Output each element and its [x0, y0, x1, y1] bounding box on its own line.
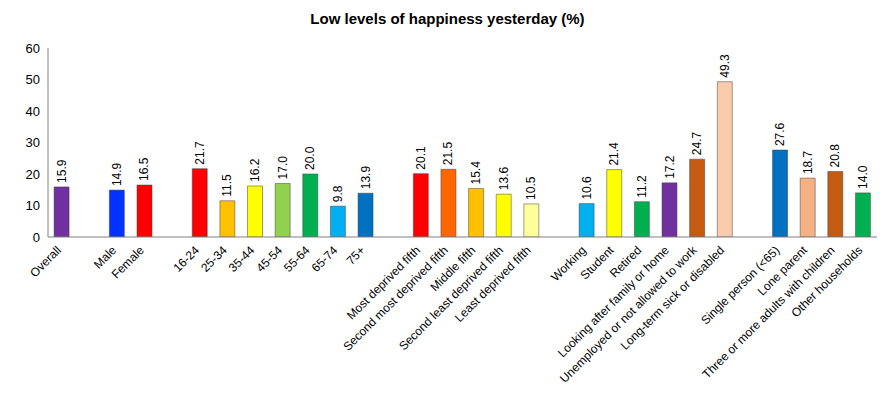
- svg-text:Middle fifth: Middle fifth: [427, 243, 479, 295]
- svg-text:60: 60: [26, 41, 40, 56]
- svg-text:Overall: Overall: [27, 243, 64, 280]
- svg-text:16.5: 16.5: [137, 157, 151, 181]
- svg-text:65-74: 65-74: [309, 243, 341, 275]
- svg-text:0: 0: [33, 230, 40, 245]
- svg-text:20.0: 20.0: [303, 146, 317, 170]
- svg-text:14.9: 14.9: [110, 162, 124, 186]
- svg-text:25-34: 25-34: [198, 243, 230, 275]
- svg-text:Lone parent: Lone parent: [754, 243, 810, 299]
- svg-text:10.5: 10.5: [524, 176, 538, 200]
- svg-text:Working: Working: [548, 243, 589, 285]
- svg-text:20.8: 20.8: [828, 144, 842, 168]
- svg-text:Second most deprived fifth: Second most deprived fifth: [340, 243, 450, 353]
- svg-text:14.0: 14.0: [856, 165, 870, 189]
- svg-text:Female: Female: [109, 243, 147, 281]
- svg-text:75+: 75+: [344, 243, 368, 267]
- svg-text:Student: Student: [577, 243, 617, 283]
- svg-text:45-54: 45-54: [253, 243, 285, 275]
- svg-text:21.4: 21.4: [607, 142, 621, 166]
- svg-text:15.4: 15.4: [469, 161, 483, 185]
- svg-text:49.3: 49.3: [718, 54, 732, 78]
- svg-text:15.9: 15.9: [55, 159, 69, 183]
- svg-text:27.6: 27.6: [773, 122, 787, 146]
- svg-text:Long-term sick or disabled: Long-term sick or disabled: [618, 243, 727, 352]
- svg-text:30: 30: [26, 135, 40, 150]
- svg-text:50: 50: [26, 72, 40, 87]
- svg-text:10.6: 10.6: [580, 176, 594, 200]
- svg-text:Other households: Other households: [788, 243, 865, 320]
- svg-text:Retired: Retired: [607, 243, 645, 281]
- svg-text:40: 40: [26, 104, 40, 119]
- svg-text:10: 10: [26, 198, 40, 213]
- svg-text:11.5: 11.5: [220, 174, 234, 197]
- svg-text:Second least deprived fifth: Second least deprived fifth: [396, 243, 506, 353]
- svg-text:Single person (<65): Single person (<65): [698, 243, 783, 328]
- svg-text:11.2: 11.2: [635, 175, 649, 198]
- svg-text:17.0: 17.0: [276, 156, 290, 180]
- svg-text:20.1: 20.1: [414, 146, 428, 170]
- svg-text:24.7: 24.7: [690, 132, 704, 156]
- svg-text:18.7: 18.7: [801, 150, 815, 174]
- svg-text:16-24: 16-24: [170, 243, 202, 275]
- html-text:Low levels of happiness yester: Low levels of happiness yesterday (%): [310, 10, 585, 27]
- svg-text:Three or more adults with chil: Three or more adults with children: [699, 243, 837, 381]
- svg-text:16.2: 16.2: [248, 158, 262, 182]
- svg-text:55-64: 55-64: [281, 243, 313, 275]
- svg-text:21.5: 21.5: [441, 142, 455, 166]
- svg-text:Unemployed or not allowed to w: Unemployed or not allowed to work: [557, 243, 700, 386]
- svg-text:13.9: 13.9: [359, 166, 373, 190]
- svg-text:13.6: 13.6: [497, 166, 511, 190]
- svg-text:Male: Male: [90, 243, 120, 272]
- svg-text:9.8: 9.8: [331, 185, 345, 202]
- svg-text:Least deprived fifth: Least deprived fifth: [452, 243, 534, 325]
- svg-text:17.2: 17.2: [663, 155, 677, 179]
- svg-text:Most deprived fifth: Most deprived fifth: [343, 243, 424, 323]
- svg-text:Looking after family or home: Looking after family or home: [555, 243, 672, 360]
- svg-text:20: 20: [26, 167, 40, 182]
- svg-text:21.7: 21.7: [193, 141, 207, 165]
- svg-text:35-44: 35-44: [226, 243, 258, 275]
